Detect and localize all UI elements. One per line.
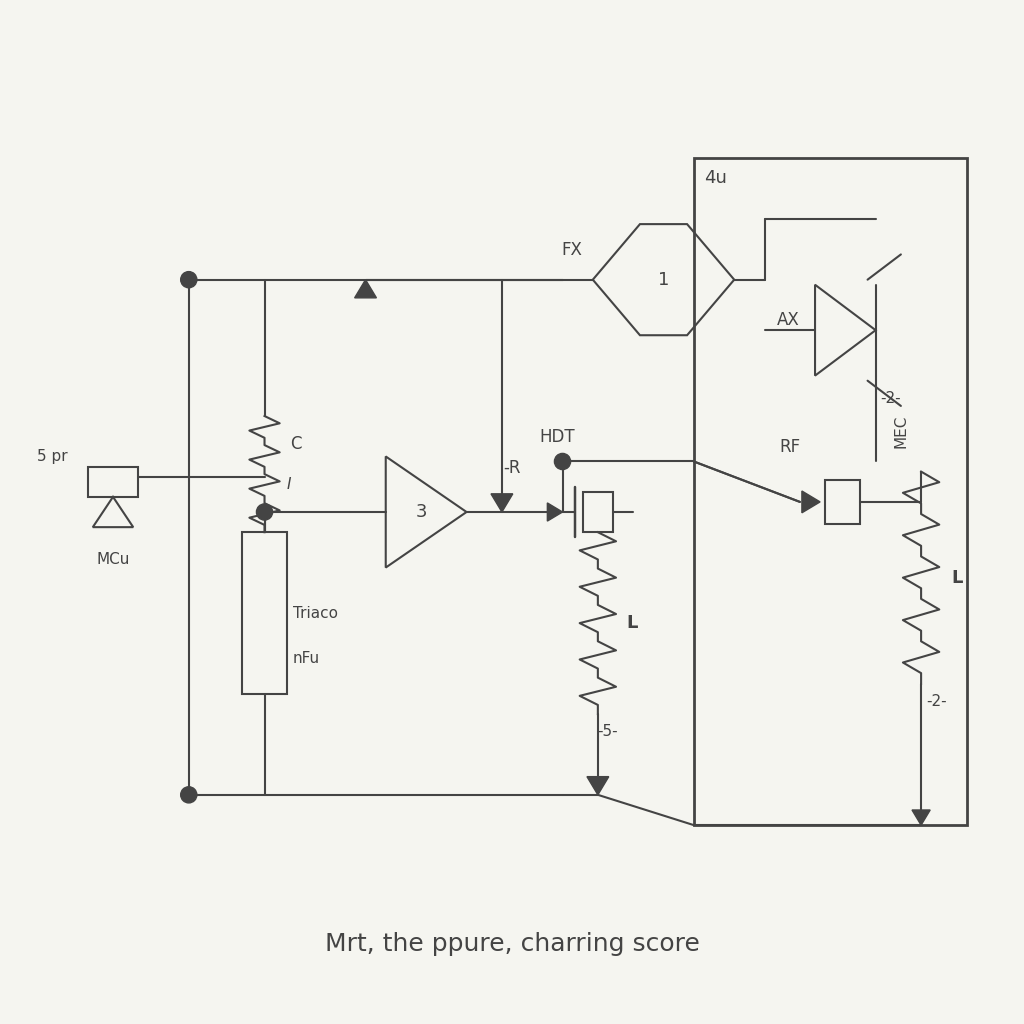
Polygon shape: [548, 503, 562, 521]
Text: AX: AX: [777, 311, 800, 329]
Polygon shape: [912, 810, 930, 825]
Bar: [583, 492, 613, 532]
Text: Triaco: Triaco: [293, 605, 338, 621]
Text: RF: RF: [779, 438, 801, 457]
Text: L: L: [951, 568, 963, 587]
Text: -5-: -5-: [598, 724, 618, 739]
Polygon shape: [587, 776, 609, 795]
Text: nFu: nFu: [293, 651, 319, 666]
Text: -2-: -2-: [926, 694, 946, 709]
Text: Mrt, the ppure, charring score: Mrt, the ppure, charring score: [325, 933, 699, 956]
Polygon shape: [802, 490, 820, 513]
Text: 1: 1: [657, 270, 670, 289]
Circle shape: [180, 271, 197, 288]
Text: -R: -R: [503, 459, 521, 476]
Polygon shape: [490, 494, 513, 512]
Text: MCu: MCu: [96, 552, 130, 567]
Text: HDT: HDT: [540, 428, 575, 446]
Text: 3: 3: [416, 503, 427, 521]
Text: C: C: [290, 435, 301, 453]
Text: 4u: 4u: [703, 169, 727, 186]
Polygon shape: [354, 280, 377, 298]
Text: MEC: MEC: [893, 415, 908, 447]
Bar: [694, 159, 967, 825]
Text: I: I: [287, 477, 291, 492]
Bar: [88, 467, 138, 497]
Text: -2-: -2-: [881, 391, 901, 406]
Circle shape: [554, 454, 570, 470]
Circle shape: [180, 786, 197, 803]
Text: 5 pr: 5 pr: [37, 449, 68, 464]
Text: L: L: [626, 614, 638, 632]
Bar: [243, 532, 287, 694]
Bar: [825, 479, 860, 524]
Circle shape: [256, 504, 272, 520]
Text: FX: FX: [562, 242, 583, 259]
